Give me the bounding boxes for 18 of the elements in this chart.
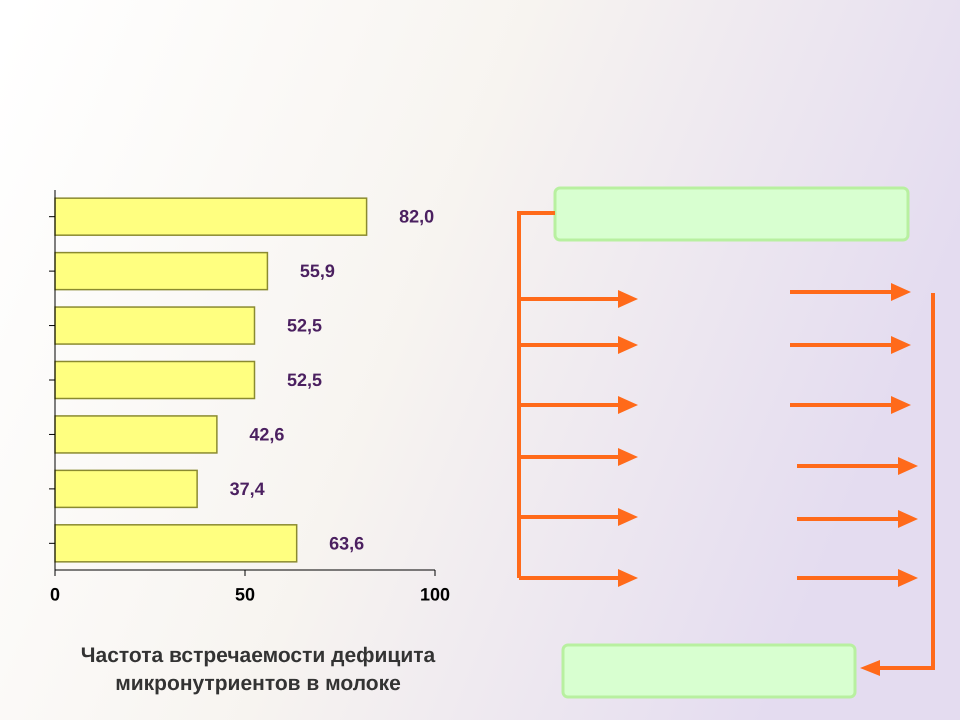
bar (54, 306, 256, 345)
data-label: 52,5 (286, 316, 322, 336)
x-tick-label: 100 (420, 584, 450, 605)
bar (54, 470, 198, 508)
bar (54, 197, 368, 236)
data-label: 63,6 (329, 533, 364, 554)
data-label: 42,6 (249, 424, 284, 444)
data-label: 52,5 (286, 370, 322, 390)
x-tick-label: 50 (234, 584, 256, 605)
x-tick-label: 0 (50, 584, 60, 605)
data-label: 55,9 (300, 261, 335, 282)
x-axis-title: Частота встречаемости дефицита микронутриентов в молоке (80, 644, 436, 695)
data-label: 82,0 (399, 206, 434, 227)
bar (54, 415, 218, 454)
bar (54, 252, 268, 290)
bar (54, 360, 256, 400)
data-label: 37,4 (230, 478, 265, 499)
bar (54, 524, 298, 563)
